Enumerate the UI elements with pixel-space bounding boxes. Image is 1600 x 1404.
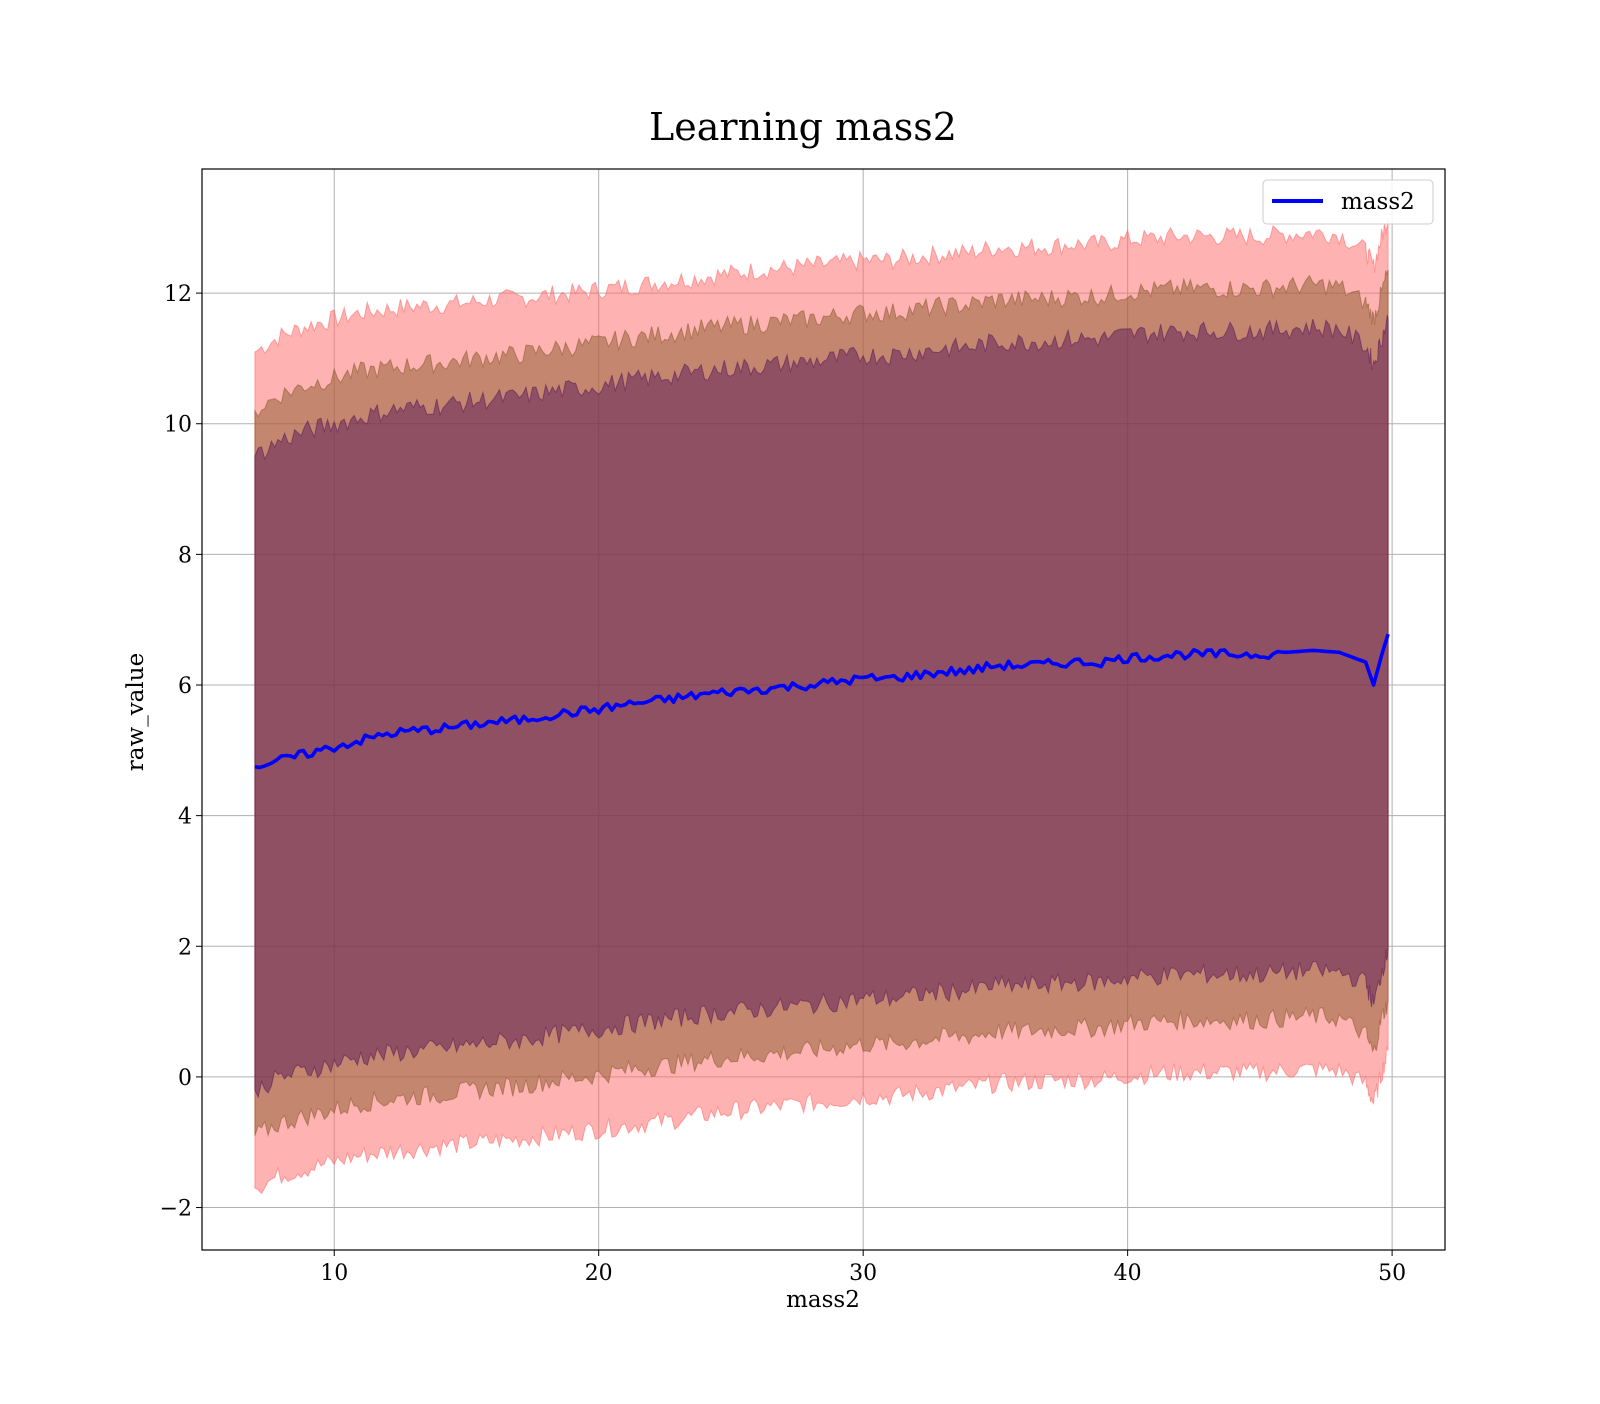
y-tick-label: 6: [178, 674, 192, 699]
y-tick-label: 12: [164, 282, 192, 307]
legend-label-mass2: mass2: [1341, 189, 1415, 215]
x-tick-label: 40: [1114, 1261, 1142, 1286]
chart-title: Learning mass2: [649, 105, 957, 149]
y-tick-label: 10: [164, 413, 192, 438]
y-tick-label: 8: [178, 543, 192, 568]
x-tick-label: 30: [849, 1261, 877, 1286]
x-tick-label: 10: [320, 1261, 348, 1286]
band-2: [254, 315, 1389, 1099]
x-axis-label: mass2: [786, 1287, 860, 1313]
y-tick-label: 0: [178, 1066, 192, 1091]
x-tick-label: 50: [1378, 1261, 1406, 1286]
plot-frame: [201, 168, 1446, 1251]
x-axis-ticks: 10 20 30 40 50: [320, 1250, 1406, 1286]
y-tick-label: 2: [178, 935, 192, 960]
x-tick-label: 20: [585, 1261, 613, 1286]
legend-frame: [1262, 179, 1434, 225]
y-tick-label: −2: [160, 1197, 192, 1222]
series-lines: [254, 633, 1390, 770]
y-axis-label: raw_value: [123, 653, 149, 771]
legend: mass2: [1262, 179, 1434, 225]
confidence-bands: [254, 217, 1389, 1195]
y-axis-ticks: −2 0 2 4 6 8 10 12: [160, 282, 202, 1222]
series-line-0: [254, 633, 1390, 770]
y-tick-label: 4: [178, 805, 192, 830]
